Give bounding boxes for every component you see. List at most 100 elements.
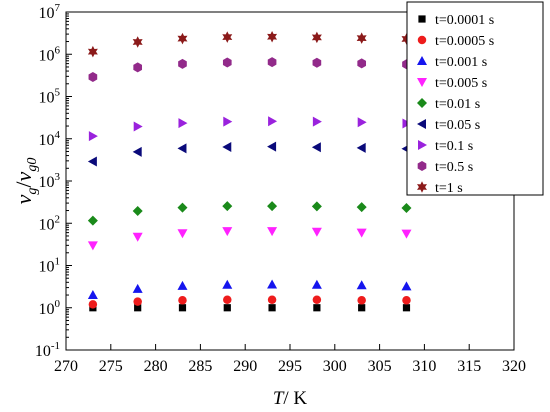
y-tick-exponent: 5 — [55, 87, 61, 99]
y-tick-base: 10 — [39, 259, 55, 276]
data-point — [267, 279, 278, 289]
x-tick-label: 275 — [99, 358, 123, 375]
y-tick-base: 10 — [39, 174, 55, 191]
data-point — [402, 304, 411, 312]
data-point — [311, 227, 322, 237]
data-points — [87, 30, 412, 312]
y-tick-exponent: 6 — [55, 44, 61, 56]
legend-label: t=0.001 s — [435, 55, 487, 70]
legend-label: t=0.1 s — [435, 139, 473, 154]
data-point — [312, 116, 322, 127]
legend-label: t=1 s — [435, 181, 463, 196]
data-point — [178, 118, 188, 129]
data-point — [267, 227, 278, 237]
legend-marker — [418, 140, 427, 150]
data-point — [357, 58, 367, 69]
x-tick-label: 290 — [233, 358, 257, 375]
y-tick-label: 102 — [39, 213, 61, 233]
y-label-var1: v — [11, 194, 36, 204]
data-point — [312, 57, 322, 68]
data-point — [222, 31, 233, 43]
y-label-sep: / — [11, 181, 36, 188]
data-point — [401, 281, 412, 291]
y-tick-exponent: 7 — [55, 2, 61, 14]
data-point — [311, 142, 321, 153]
y-tick-exponent: 1 — [55, 256, 61, 268]
legend-marker — [417, 119, 426, 129]
legend-label: t=0.05 s — [435, 118, 480, 133]
y-tick-base: 10 — [35, 343, 51, 360]
legend-marker — [417, 181, 427, 193]
data-point — [132, 205, 143, 216]
legend-marker — [417, 98, 427, 108]
x-tick-label: 315 — [457, 358, 481, 375]
legend-label: t=0.0001 s — [435, 13, 494, 28]
data-point — [356, 32, 367, 44]
y-tick-label: 107 — [39, 2, 61, 22]
y-tick-base: 10 — [39, 47, 55, 64]
data-point — [132, 232, 143, 242]
y-label-sub2: g0 — [25, 158, 40, 172]
data-point — [267, 141, 277, 152]
y-tick-label: 106 — [39, 44, 61, 64]
data-point — [177, 143, 187, 154]
data-point — [133, 121, 143, 132]
data-point — [87, 215, 98, 226]
legend-label: t=0.01 s — [435, 97, 480, 112]
y-tick-label: 10-1 — [35, 340, 60, 360]
x-axis-ticks: 270 275 280 285 290 295 300 305 310 315 320 — [54, 344, 526, 375]
y-tick-label: 100 — [39, 298, 61, 318]
data-point — [133, 297, 142, 306]
data-point — [223, 295, 232, 304]
data-point — [132, 146, 142, 157]
y-label-sub1: g — [25, 188, 40, 195]
data-point — [311, 279, 322, 289]
data-point — [356, 142, 366, 153]
data-point — [222, 227, 233, 237]
data-point — [223, 304, 231, 312]
x-tick-label: 295 — [278, 358, 302, 375]
data-point — [88, 71, 98, 82]
data-point — [178, 58, 187, 69]
data-point — [267, 201, 278, 212]
data-point — [267, 57, 277, 68]
data-point — [356, 228, 367, 238]
data-point — [222, 141, 232, 152]
data-point — [222, 279, 233, 289]
y-tick-base: 10 — [39, 216, 55, 233]
x-tick-label: 310 — [412, 358, 436, 375]
y-tick-label: 101 — [39, 256, 61, 276]
y-tick-exponent: 0 — [55, 298, 61, 310]
data-point — [267, 295, 277, 304]
data-point — [401, 229, 412, 239]
legend-marker — [417, 35, 427, 45]
legend-marker — [417, 78, 427, 87]
x-axis-label-unit: / K — [283, 388, 307, 409]
data-point — [177, 280, 188, 290]
y-tick-base: 10 — [39, 90, 55, 107]
data-point — [87, 241, 98, 251]
data-point — [132, 283, 143, 293]
data-point — [357, 117, 367, 128]
legend-label: t=0.0005 s — [435, 34, 494, 49]
y-axis-label: vg/vg0 — [11, 158, 40, 205]
x-tick-label: 305 — [368, 358, 392, 375]
y-tick-label: 105 — [39, 87, 61, 107]
y-label-var2: v — [11, 171, 36, 181]
data-point — [223, 116, 233, 127]
data-point — [268, 304, 276, 312]
data-point — [401, 202, 412, 213]
data-point — [133, 62, 143, 73]
data-point — [356, 202, 367, 213]
data-point — [356, 280, 367, 290]
x-tick-label: 270 — [54, 358, 78, 375]
legend-label: t=0.005 s — [435, 76, 487, 91]
y-tick-exponent: 2 — [55, 213, 61, 225]
y-tick-label: 104 — [39, 129, 61, 149]
data-point — [87, 45, 98, 58]
data-point — [311, 31, 322, 44]
x-axis-label-var: T — [273, 388, 285, 409]
legend: t=0.0001 s t=0.0005 s t=0.001 s t=0.005 s t=… — [406, 1, 544, 196]
legend-marker — [417, 161, 427, 171]
